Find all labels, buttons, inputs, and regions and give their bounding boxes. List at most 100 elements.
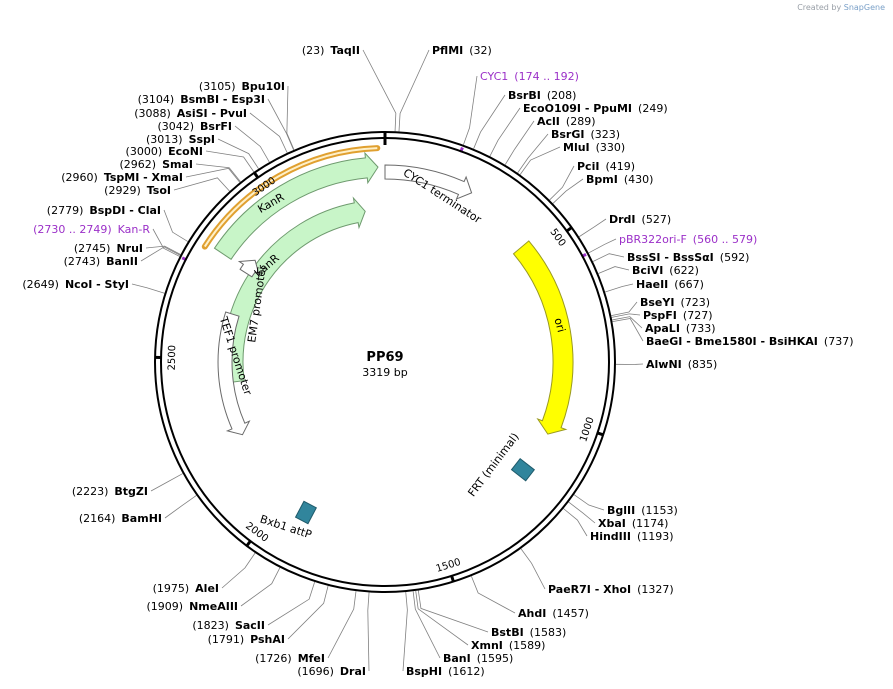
enzyme-position: (667) [674, 278, 704, 291]
enzyme-name: AlwNI [646, 358, 682, 371]
feature-em7-promoter[interactable] [237, 259, 260, 278]
enzyme-pspfi[interactable]: PspFI (727) [643, 309, 713, 322]
enzyme-position: (3042) [157, 120, 194, 133]
enzyme-pflmi[interactable]: PflMI (32) [432, 44, 492, 57]
enzyme-position: (1589) [509, 639, 546, 652]
feature-bxb1-attp[interactable] [294, 500, 317, 525]
feature-kanr-inner[interactable] [222, 196, 366, 384]
credit-brand: SnapGene [843, 3, 885, 12]
enzyme-apali[interactable]: ApaLI (733) [645, 322, 716, 335]
enzyme-ncoi-styi[interactable]: (2649) NcoI - StyI [22, 278, 129, 291]
enzyme-nmeaiii[interactable]: (1909) NmeAIII [147, 600, 239, 613]
enzyme-haeii[interactable]: HaeII (667) [636, 278, 704, 291]
leader-bstbi [417, 590, 489, 633]
enzyme-bcivi[interactable]: BciVI (622) [632, 264, 699, 277]
enzyme-name: PciI [577, 160, 599, 173]
enzyme-btgzi[interactable]: (2223) BtgZI [72, 485, 148, 498]
feature-cyc1-terminator[interactable] [384, 164, 473, 200]
enzyme-drdi[interactable]: DrdI (527) [609, 213, 671, 226]
feature-frt[interactable] [510, 457, 536, 482]
enzyme-name: BanII [106, 255, 138, 268]
enzyme-ahdi[interactable]: AhdI (1457) [518, 607, 589, 620]
tick-mark-3000 [253, 171, 260, 179]
enzyme-position: (289) [566, 115, 596, 128]
enzyme-pcii[interactable]: PciI (419) [577, 160, 635, 173]
enzyme-bglii[interactable]: BglII (1153) [607, 504, 678, 517]
enzyme-position: (737) [824, 335, 854, 348]
leader-bpmi [552, 178, 584, 204]
enzyme-name: BsmBI - Esp3I [180, 93, 265, 106]
enzyme-econi[interactable]: (3000) EcoNI [126, 145, 203, 158]
enzyme-bani[interactable]: BanI (1595) [443, 652, 513, 665]
enzyme-position: (32) [469, 44, 492, 57]
leader-bpu10i [286, 85, 295, 150]
enzyme-banii[interactable]: (2743) BanII [64, 255, 138, 268]
enzyme-name: TsoI [147, 184, 171, 197]
enzyme-xbai[interactable]: XbaI (1174) [598, 517, 668, 530]
enzyme-sacii[interactable]: (1823) SacII [192, 619, 265, 632]
enzyme-smai[interactable]: (2962) SmaI [120, 158, 193, 171]
enzyme-mlui[interactable]: MluI (330) [563, 141, 625, 154]
primer-pbr322ori-f[interactable]: pBR322ori-F (560 .. 579) [619, 233, 757, 246]
enzyme-alei[interactable]: (1975) AleI [153, 582, 219, 595]
enzyme-name: BsrGI [551, 128, 584, 141]
enzyme-bamhi[interactable]: (2164) BamHI [79, 512, 162, 525]
enzyme-sspi[interactable]: (3013) SspI [146, 133, 215, 146]
enzyme-baegi-bme1580i-bsihkai[interactable]: BaeGI - Bme1580I - BsiHKAI (737) [646, 335, 854, 348]
enzyme-acli[interactable]: AclI (289) [537, 115, 596, 128]
enzyme-bsphi[interactable]: BspHI (1612) [406, 665, 485, 678]
feature-tef1-promoter[interactable] [217, 311, 251, 436]
enzyme-name: PflMI [432, 44, 463, 57]
feature-ori[interactable] [512, 240, 574, 435]
enzyme-pshai[interactable]: (1791) PshAI [208, 633, 285, 646]
leader-asisi-pvui [249, 112, 288, 153]
enzyme-name: BspDI - ClaI [89, 204, 161, 217]
enzyme-hindiii[interactable]: HindIII (1193) [590, 530, 674, 543]
leader-sacii [267, 581, 316, 626]
enzyme-position: (1823) [192, 619, 229, 632]
enzyme-bsrbi[interactable]: BsrBI (208) [508, 89, 576, 102]
leader-nmeaiii [240, 567, 281, 607]
enzyme-bsrfi[interactable]: (3042) BsrFI [157, 120, 232, 133]
enzyme-position: (3000) [126, 145, 163, 158]
enzyme-name: XmnI [471, 639, 503, 652]
feature-kanr[interactable] [213, 151, 379, 260]
enzyme-position: (1612) [448, 665, 485, 678]
leader-bsrbi [473, 94, 506, 149]
enzyme-nrui[interactable]: (2745) NruI [74, 242, 143, 255]
enzyme-position: (527) [642, 213, 672, 226]
leader-sspi [217, 138, 259, 169]
enzyme-taqii[interactable]: (23) TaqII [302, 44, 360, 57]
enzyme-name: Bpu10I [242, 80, 286, 93]
enzyme-position: (1975) [153, 582, 190, 595]
enzyme-ecoo109i-ppumi[interactable]: EcoO109I - PpuMI (249) [523, 102, 668, 115]
enzyme-alwni[interactable]: AlwNI (835) [646, 358, 717, 371]
enzyme-mfei[interactable]: (1726) MfeI [255, 652, 325, 665]
enzyme-bsmbi-esp3i[interactable]: (3104) BsmBI - Esp3I [138, 93, 265, 106]
leader-bsrgi [517, 133, 549, 174]
enzyme-bseyi[interactable]: BseYI (723) [640, 296, 710, 309]
enzyme-position: (1193) [637, 530, 674, 543]
enzyme-bspdi-clai[interactable]: (2779) BspDI - ClaI [47, 204, 161, 217]
leader-tsoi [173, 177, 230, 192]
enzyme-asisi-pvui[interactable]: (3088) AsiSI - PvuI [134, 107, 247, 120]
enzyme-xmni[interactable]: XmnI (1589) [471, 639, 545, 652]
enzyme-position: (1595) [477, 652, 514, 665]
enzyme-bsrgi[interactable]: BsrGI (323) [551, 128, 620, 141]
enzyme-tsoi[interactable]: (2929) TsoI [104, 184, 171, 197]
primer-cyc1[interactable]: CYC1 (174 .. 192) [480, 70, 579, 83]
enzyme-drai[interactable]: (1696) DraI [297, 665, 366, 678]
enzyme-bpu10i[interactable]: (3105) Bpu10I [199, 80, 285, 93]
enzyme-position: (727) [683, 309, 713, 322]
enzyme-bsssi-bsss-i[interactable]: BssSI - BssSαI (592) [627, 251, 749, 264]
plasmid-size: 3319 bp [362, 366, 407, 379]
enzyme-name: DraI [340, 665, 366, 678]
enzyme-name: AleI [195, 582, 219, 595]
enzyme-paer7i-xhoi[interactable]: PaeR7I - XhoI (1327) [548, 583, 674, 596]
enzyme-tspmi-xmai[interactable]: (2960) TspMI - XmaI [61, 171, 183, 184]
enzyme-name: BtgZI [114, 485, 148, 498]
enzyme-bpmi[interactable]: BpmI (430) [586, 173, 653, 186]
enzyme-bstbi[interactable]: BstBI (1583) [491, 626, 566, 639]
enzyme-position: (2745) [74, 242, 111, 255]
primer-kan-r[interactable]: (2730 .. 2749) Kan-R [33, 223, 150, 236]
